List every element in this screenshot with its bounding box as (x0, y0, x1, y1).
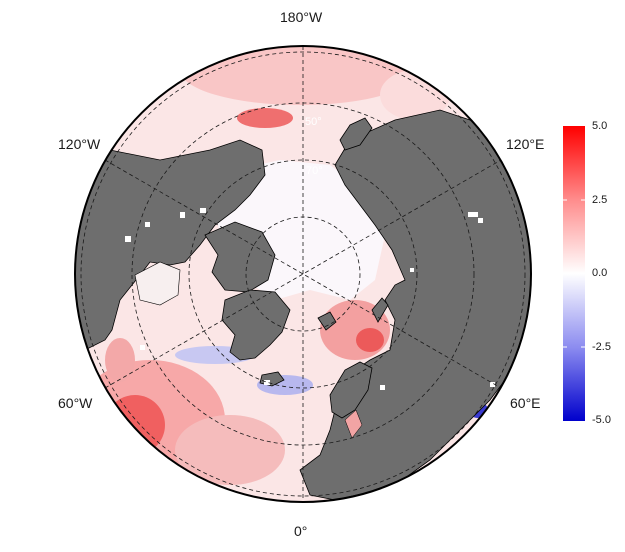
graticule-lat-70 (188, 159, 418, 389)
map-disk (75, 46, 531, 502)
graticule-meridian-120w-60e (104, 159, 502, 389)
graticule-lat-50 (80, 51, 526, 497)
land-canadian-archipelago (204, 221, 276, 293)
lat-label-50: 50° (305, 116, 322, 128)
lon-label-60w: 60°W (58, 395, 93, 411)
colorbar-tick-2-5: 2.5 (592, 194, 608, 206)
land-svalbard (317, 311, 337, 331)
land-novaya-zemlya (371, 297, 389, 323)
lon-label-180w: 180°W (280, 9, 323, 25)
colorbar (563, 126, 585, 421)
anomaly-patch (237, 108, 293, 128)
land-masses (75, 109, 531, 501)
baltic-sea (344, 409, 363, 439)
hudson-bay (134, 261, 181, 306)
colorbar-tick-5: 5.0 (592, 120, 608, 132)
lon-label-60e: 60°E (510, 395, 541, 411)
land-greenland (221, 289, 291, 361)
graticule-meridian-60w-120e (104, 159, 502, 389)
colorbar-tick-neg-2-5: -2.5 (592, 341, 611, 353)
anomaly-patch (105, 338, 135, 382)
lon-label-120e: 120°E (506, 136, 545, 152)
lon-label-0: 0° (294, 523, 308, 539)
lon-label-120w: 120°W (58, 136, 101, 152)
anomaly-patch (175, 415, 285, 485)
anomaly-patch (356, 328, 384, 352)
land-chukotka (339, 117, 373, 151)
missing-data-cells (125, 208, 495, 390)
map-boundary (74, 45, 532, 503)
colorbar-tick-neg-5: -5.0 (592, 414, 611, 426)
colorbar-tick-0: 0.0 (592, 267, 608, 279)
lat-label-70: 70° (306, 165, 323, 177)
land-scandinavia (329, 361, 373, 419)
anomaly-patch (105, 395, 165, 455)
land-north-america (75, 139, 266, 351)
land-eurasia (299, 109, 531, 501)
colorbar-gradient (563, 126, 585, 421)
graticule (80, 46, 526, 502)
